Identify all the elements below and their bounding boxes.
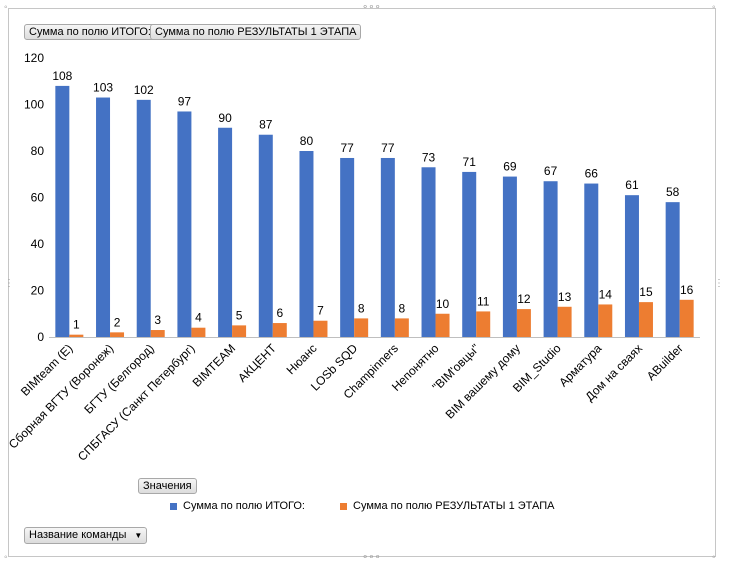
row-field-button[interactable]: Название команды ▼ xyxy=(24,527,148,544)
resize-handle-top-left[interactable]: ◦ xyxy=(4,2,8,13)
resize-handle-bottom[interactable]: ∘∘∘ xyxy=(362,552,381,563)
resize-handle-top[interactable]: ∘∘∘ xyxy=(362,2,381,13)
legend-swatch-series-1 xyxy=(170,502,177,510)
legend-item-series-2[interactable]: Сумма по полю РЕЗУЛЬТАТЫ 1 ЭТАПА xyxy=(340,500,554,512)
legend-label-series-1: Сумма по полю ИТОГО: xyxy=(183,500,305,512)
values-field-button-itogo[interactable]: Сумма по полю ИТОГО: xyxy=(24,24,156,40)
resize-handle-top-right[interactable]: ◦ xyxy=(712,2,716,13)
values-field-button-results[interactable]: Сумма по полю РЕЗУЛЬТАТЫ 1 ЭТАПА xyxy=(150,24,362,40)
resize-handle-left[interactable]: ⋮ xyxy=(4,278,14,289)
resize-handle-bottom-left[interactable]: ◦ xyxy=(4,552,8,563)
legend-label-series-2: Сумма по полю РЕЗУЛЬТАТЫ 1 ЭТАПА xyxy=(353,500,555,512)
legend-swatch-series-2 xyxy=(340,502,347,510)
legend-item-series-1[interactable]: Сумма по полю ИТОГО: xyxy=(170,500,305,512)
resize-handle-right[interactable]: ⋮ xyxy=(714,278,724,289)
chart-area[interactable] xyxy=(8,8,716,557)
values-label-button[interactable]: Значения xyxy=(138,478,197,494)
row-field-label: Название команды xyxy=(29,529,127,541)
resize-handle-bottom-right[interactable]: ◦ xyxy=(712,552,716,563)
chevron-down-icon[interactable]: ▼ xyxy=(134,531,143,540)
